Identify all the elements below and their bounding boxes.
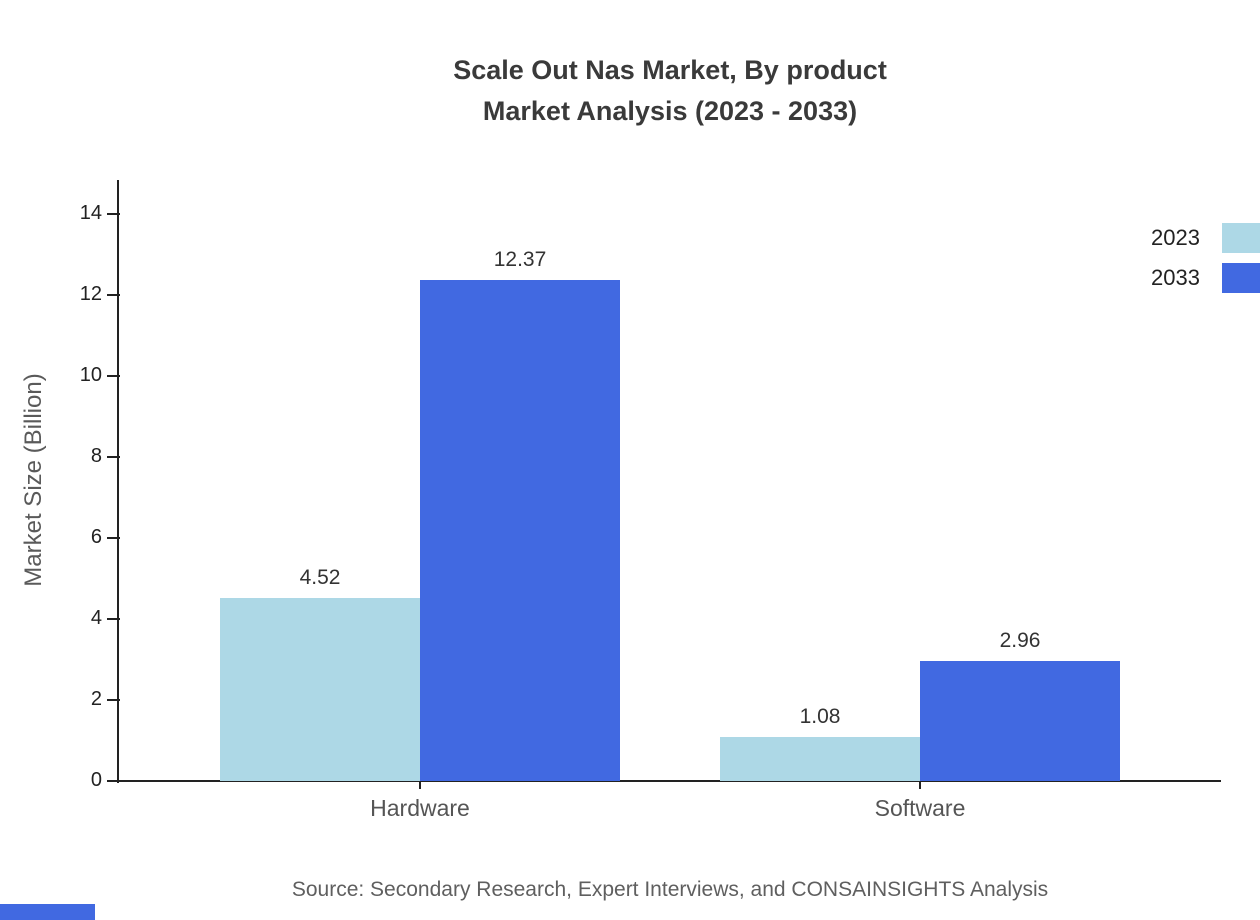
x-tick-mark bbox=[419, 781, 421, 789]
y-tick-mark bbox=[107, 294, 120, 296]
y-tick-mark bbox=[107, 699, 120, 701]
y-tick-label: 6 bbox=[90, 526, 102, 548]
y-tick-mark bbox=[107, 618, 120, 620]
y-tick-mark bbox=[107, 375, 120, 377]
y-tick-mark bbox=[107, 537, 120, 539]
y-tick-mark bbox=[107, 456, 120, 458]
y-tick-label: 10 bbox=[79, 364, 102, 386]
y-tick-label: 12 bbox=[79, 283, 102, 305]
brand-mark bbox=[0, 904, 95, 920]
chart-title-line-1: Scale Out Nas Market, By product bbox=[453, 55, 887, 85]
legend-swatch-2023 bbox=[1222, 223, 1260, 253]
chart-title-line-2: Market Analysis (2023 - 2033) bbox=[482, 96, 858, 126]
x-axis-line bbox=[117, 780, 1221, 782]
legend-label-2023: 2023 bbox=[1151, 225, 1200, 250]
y-tick-label: 4 bbox=[90, 607, 102, 629]
y-tick-label: 8 bbox=[90, 445, 102, 467]
bar-value-label: 12.37 bbox=[493, 248, 547, 271]
y-tick-label: 2 bbox=[90, 688, 102, 710]
category-label-hardware: Hardware bbox=[370, 795, 470, 821]
bar-hardware-2033 bbox=[420, 280, 620, 781]
bar-hardware-2023 bbox=[220, 597, 420, 781]
legend-label-2033: 2033 bbox=[1151, 265, 1200, 290]
source-attribution: Source: Secondary Research, Expert Inter… bbox=[291, 878, 1049, 901]
legend-swatch-2033 bbox=[1222, 263, 1260, 293]
y-axis-line bbox=[117, 180, 119, 783]
y-tick-label: 0 bbox=[90, 769, 102, 791]
bar-value-label: 1.08 bbox=[799, 705, 841, 729]
category-label-software: Software bbox=[874, 795, 966, 821]
y-tick-label: 14 bbox=[79, 202, 102, 224]
bar-value-label: 4.52 bbox=[299, 565, 341, 589]
bar-software-2033 bbox=[920, 661, 1120, 781]
bar-software-2023 bbox=[720, 737, 920, 781]
y-tick-mark bbox=[107, 780, 120, 782]
x-tick-mark bbox=[919, 781, 921, 789]
bar-value-label: 2.96 bbox=[999, 629, 1041, 653]
chart-title: Scale Out Nas Market, By product Market … bbox=[80, 50, 1260, 132]
y-tick-mark bbox=[107, 213, 120, 215]
